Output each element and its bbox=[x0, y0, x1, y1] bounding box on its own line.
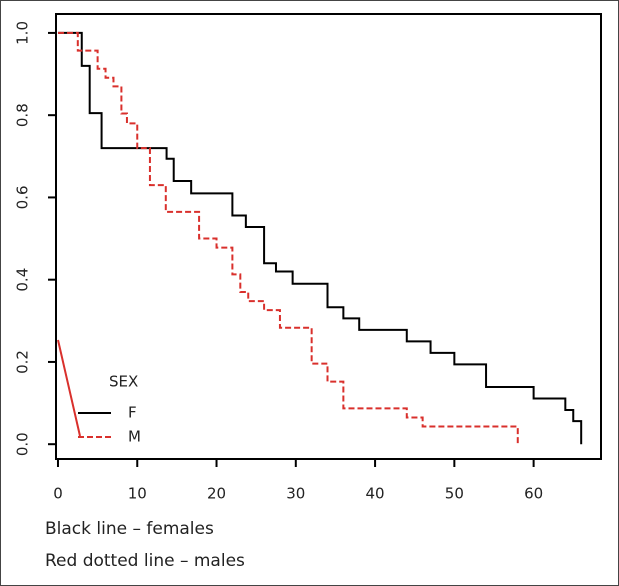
x-tick-label: 30 bbox=[286, 485, 305, 503]
x-tick-label: 40 bbox=[366, 485, 385, 503]
legend-artifact bbox=[57, 339, 81, 437]
legend-label: M bbox=[128, 428, 141, 446]
x-tick-label: 20 bbox=[207, 485, 226, 503]
legend-label: F bbox=[128, 404, 137, 422]
plot-box bbox=[55, 13, 602, 460]
survival-line bbox=[57, 31, 519, 445]
legend-title: SEX bbox=[109, 373, 138, 391]
x-tick-label: 0 bbox=[53, 485, 63, 503]
y-tick-label: 0.0 bbox=[14, 432, 32, 456]
x-tick-label: 50 bbox=[445, 485, 464, 503]
x-tick-label: 60 bbox=[524, 485, 543, 503]
y-tick-label: 0.6 bbox=[14, 185, 32, 209]
y-tick-label: 0.4 bbox=[14, 268, 32, 292]
y-tick-label: 0.8 bbox=[14, 103, 32, 127]
caption: Black line – females bbox=[45, 519, 214, 539]
caption: Red dotted line – males bbox=[45, 551, 245, 571]
y-tick-label: 1.0 bbox=[14, 21, 32, 45]
chart: 0 10 20 30 40 50 60 0.0 0.2 0.4 0.6 0.8 1.0 SEX FM bbox=[14, 13, 602, 503]
survival-line bbox=[57, 31, 583, 445]
x-tick-label: 10 bbox=[128, 485, 147, 503]
y-tick-label: 0.2 bbox=[14, 350, 32, 374]
